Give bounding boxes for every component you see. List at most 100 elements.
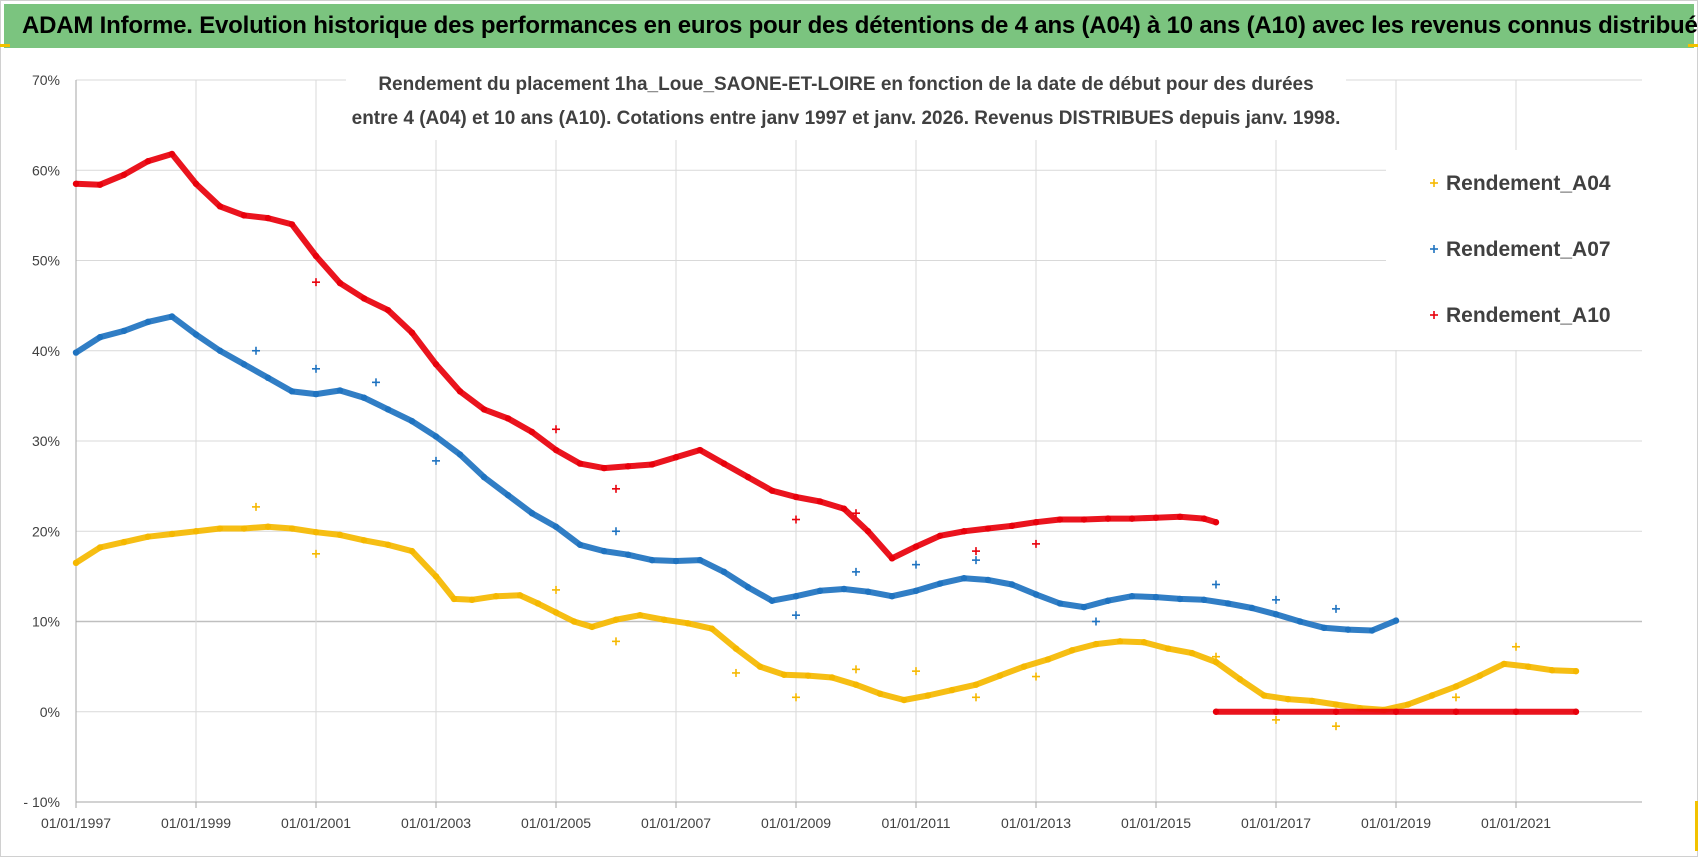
- data-point: [1428, 692, 1436, 699]
- data-point: [120, 327, 128, 335]
- data-point: [888, 555, 896, 562]
- outlier-point: [1452, 693, 1460, 702]
- data-point: [144, 158, 152, 165]
- data-point: [576, 460, 584, 467]
- data-point: [600, 547, 608, 555]
- data-point: [1104, 597, 1112, 604]
- data-point: [552, 446, 560, 454]
- data-point: [624, 463, 632, 470]
- data-point: [336, 531, 344, 539]
- data-point: [1188, 649, 1196, 657]
- data-point: [1020, 663, 1028, 670]
- data-point: [864, 528, 872, 535]
- y-tick-label: 10%: [32, 614, 60, 630]
- data-point: [264, 214, 272, 222]
- data-point: [780, 671, 788, 678]
- data-point: [852, 681, 860, 688]
- data-point: [888, 593, 896, 600]
- data-point: [756, 663, 764, 670]
- data-point: [1224, 600, 1232, 607]
- outlier-point: [972, 547, 980, 556]
- data-marks: [72, 150, 1580, 731]
- data-point: [264, 374, 272, 382]
- data-point: [504, 415, 512, 422]
- outlier-point: [612, 527, 620, 536]
- x-tick-label: 01/01/1999: [161, 815, 231, 831]
- data-point: [936, 580, 944, 587]
- data-point: [1056, 600, 1064, 607]
- data-point: [1200, 515, 1208, 522]
- data-point: [1572, 667, 1580, 675]
- data-point: [984, 525, 992, 532]
- data-point: [792, 593, 800, 600]
- data-point: [1092, 640, 1100, 648]
- data-point: [72, 180, 80, 187]
- x-tick-label: 01/01/2011: [881, 815, 950, 831]
- data-point: [1104, 515, 1112, 522]
- outlier-point: [732, 668, 740, 677]
- data-point: [1320, 624, 1328, 632]
- data-point: [528, 510, 536, 517]
- outlier-point: [1332, 604, 1340, 613]
- data-point: [840, 505, 848, 512]
- data-point: [534, 600, 542, 607]
- data-point: [384, 306, 392, 314]
- data-point: [672, 454, 680, 461]
- data-point: [216, 203, 224, 210]
- data-point: [96, 544, 104, 551]
- outlier-point: [1512, 642, 1520, 651]
- data-point: [408, 329, 416, 336]
- outlier-point: [972, 556, 980, 565]
- data-point: [1008, 581, 1016, 588]
- data-point: [792, 493, 800, 501]
- data-point: [948, 686, 956, 694]
- outlier-point: [1272, 715, 1280, 724]
- data-point: [1260, 692, 1268, 699]
- outlier-point: [312, 364, 320, 373]
- frame-corner-mark: [0, 44, 10, 47]
- data-point: [1392, 617, 1400, 624]
- x-tick-label: 01/01/2005: [521, 815, 591, 831]
- data-point: [468, 596, 476, 604]
- data-point: [1572, 708, 1580, 715]
- outlier-point: [612, 637, 620, 646]
- data-point: [120, 171, 128, 178]
- data-point: [1080, 603, 1088, 611]
- data-point: [168, 530, 176, 538]
- data-point: [552, 609, 560, 616]
- data-point: [972, 681, 980, 688]
- data-point: [456, 451, 464, 458]
- data-point: [1344, 626, 1352, 633]
- data-point: [192, 528, 200, 535]
- outlier-point: [612, 484, 620, 493]
- data-point: [912, 587, 920, 595]
- data-point: [528, 428, 536, 436]
- data-point: [384, 541, 392, 548]
- outlier-point: [792, 515, 800, 524]
- data-point: [1524, 663, 1532, 670]
- outlier-point: [852, 665, 860, 674]
- data-point: [492, 593, 500, 600]
- data-point: [876, 690, 884, 697]
- outlier-point: [1032, 672, 1040, 681]
- x-tick-label: 01/01/2003: [401, 815, 471, 831]
- data-point: [144, 533, 152, 540]
- data-point: [1008, 522, 1016, 530]
- outlier-point: [1092, 617, 1100, 626]
- data-point: [168, 150, 176, 158]
- data-point: [696, 556, 704, 564]
- data-point: [576, 541, 584, 548]
- y-tick-label: - 10%: [23, 794, 60, 810]
- legend: Rendement_A04 Rendement_A07 Rendement_A10: [1430, 172, 1611, 327]
- data-point: [1392, 708, 1400, 715]
- data-point: [72, 349, 80, 356]
- outlier-point: [792, 611, 800, 620]
- data-point: [828, 674, 836, 681]
- outlier-point: [1032, 539, 1040, 548]
- outlier-point: [552, 585, 560, 594]
- data-point: [960, 528, 968, 535]
- data-point: [360, 295, 368, 302]
- data-point: [912, 543, 920, 550]
- data-point: [1212, 708, 1220, 715]
- x-tick-label: 01/01/2017: [1241, 815, 1311, 831]
